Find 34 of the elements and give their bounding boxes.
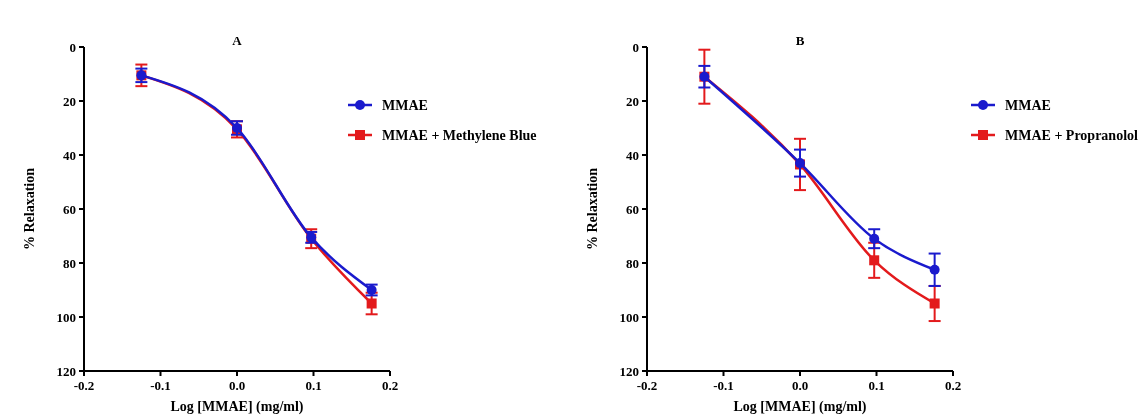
y-tick-label: 60 <box>626 201 639 217</box>
x-axis-title: Log [MMAE] (mg/ml) <box>170 399 304 415</box>
y-tick-label: 80 <box>63 255 76 271</box>
y-tick-label: 20 <box>63 93 76 109</box>
x-tick-label: -0.1 <box>713 378 734 393</box>
y-tick-label: 40 <box>626 147 639 163</box>
y-tick-label: 20 <box>626 93 639 109</box>
y-tick-label: 80 <box>626 255 639 271</box>
y-tick-label: 60 <box>63 201 76 217</box>
y-axis-title: % Relaxation <box>22 167 37 251</box>
x-axis-title: Log [MMAE] (mg/ml) <box>733 399 867 415</box>
chart-title: B <box>795 33 805 48</box>
legend-label: MMAE + Methylene Blue <box>382 127 537 143</box>
x-tick-label: 0.1 <box>868 378 885 393</box>
x-tick-label: -0.2 <box>73 378 95 393</box>
y-tick-label: 40 <box>63 147 76 163</box>
legend-label: MMAE <box>382 97 428 113</box>
y-tick-label: 0 <box>69 39 76 55</box>
x-tick-label: -0.1 <box>150 378 171 393</box>
chart-title: A <box>232 33 243 48</box>
x-tick-label: 0.2 <box>381 378 399 393</box>
y-tick-label: 120 <box>619 363 639 379</box>
y-tick-label: 120 <box>56 363 76 379</box>
x-tick-label: 0.2 <box>944 378 962 393</box>
y-tick-label: 0 <box>632 39 639 55</box>
y-tick-label: 100 <box>56 309 76 325</box>
x-tick-label: 0.0 <box>791 378 809 393</box>
legend-label: MMAE + Propranolol <box>1005 127 1139 143</box>
x-tick-label: 0.0 <box>228 378 246 393</box>
x-tick-label: 0.1 <box>305 378 322 393</box>
x-tick-label: -0.2 <box>636 378 658 393</box>
y-axis-title: % Relaxation <box>585 167 600 251</box>
legend-label: MMAE <box>1005 97 1051 113</box>
y-tick-label: 100 <box>619 309 639 325</box>
